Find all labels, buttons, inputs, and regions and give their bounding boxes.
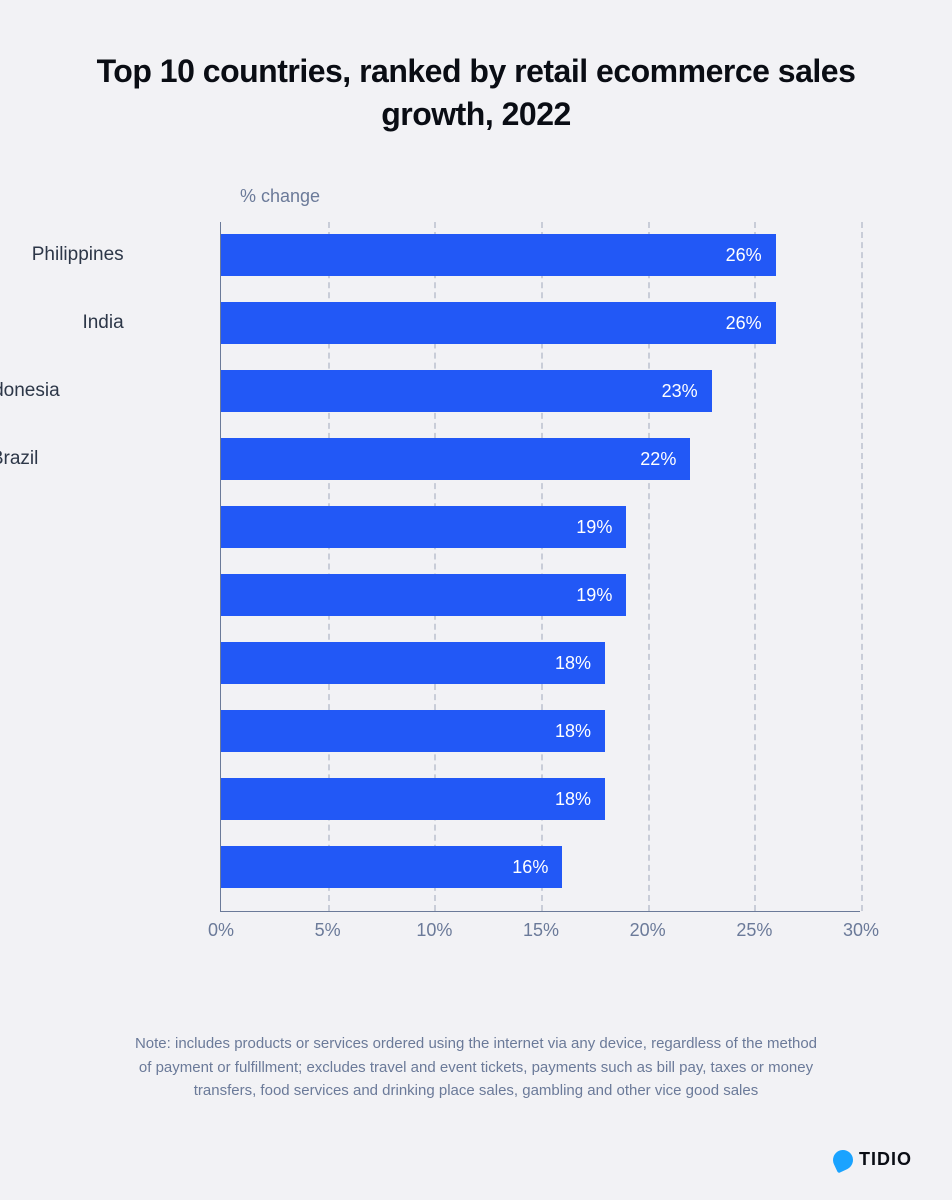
bar: 16% xyxy=(221,846,562,888)
bar-row: Indonesia23% xyxy=(221,370,712,412)
chart-subtitle: % change xyxy=(240,186,882,207)
bar: 19% xyxy=(221,506,626,548)
x-tick-label: 10% xyxy=(416,920,452,941)
bar-row: Thailand18% xyxy=(221,710,605,752)
bar: 23% xyxy=(221,370,712,412)
bar: 18% xyxy=(221,642,605,684)
plot-area: 0%5%10%15%20%25%30%Philippines26%India26… xyxy=(220,222,860,912)
x-tick-label: 5% xyxy=(315,920,341,941)
gridline xyxy=(861,222,863,911)
category-label: Brazil xyxy=(0,448,38,470)
bar-row: Philippines26% xyxy=(221,234,776,276)
x-tick-label: 15% xyxy=(523,920,559,941)
chart-area: 0%5%10%15%20%25%30%Philippines26%India26… xyxy=(220,222,860,942)
bar: 18% xyxy=(221,778,605,820)
bar-row: Mexico18% xyxy=(221,778,605,820)
bar-row: Argentina19% xyxy=(221,574,626,616)
category-label: India xyxy=(0,312,124,334)
category-label: Philippines xyxy=(0,244,124,266)
bar-row: Brazil22% xyxy=(221,438,690,480)
bar-row: India26% xyxy=(221,302,776,344)
x-tick-label: 20% xyxy=(630,920,666,941)
bar-row: Malaysia18% xyxy=(221,642,605,684)
chart-note: Note: includes products or services orde… xyxy=(70,1032,882,1102)
bar: 22% xyxy=(221,438,690,480)
brand-logo: TIDIO xyxy=(833,1149,912,1170)
bar: 26% xyxy=(221,302,776,344)
chart-title: Top 10 countries, ranked by retail ecomm… xyxy=(70,50,882,136)
bar-row: US16% xyxy=(221,846,562,888)
bar: 19% xyxy=(221,574,626,616)
tidio-icon xyxy=(830,1146,857,1173)
category-label: Indonesia xyxy=(0,380,60,402)
bar: 26% xyxy=(221,234,776,276)
bar: 18% xyxy=(221,710,605,752)
brand-text: TIDIO xyxy=(859,1149,912,1170)
bar-row: Vietnam19% xyxy=(221,506,626,548)
x-tick-label: 25% xyxy=(736,920,772,941)
x-tick-label: 0% xyxy=(208,920,234,941)
x-tick-label: 30% xyxy=(843,920,879,941)
